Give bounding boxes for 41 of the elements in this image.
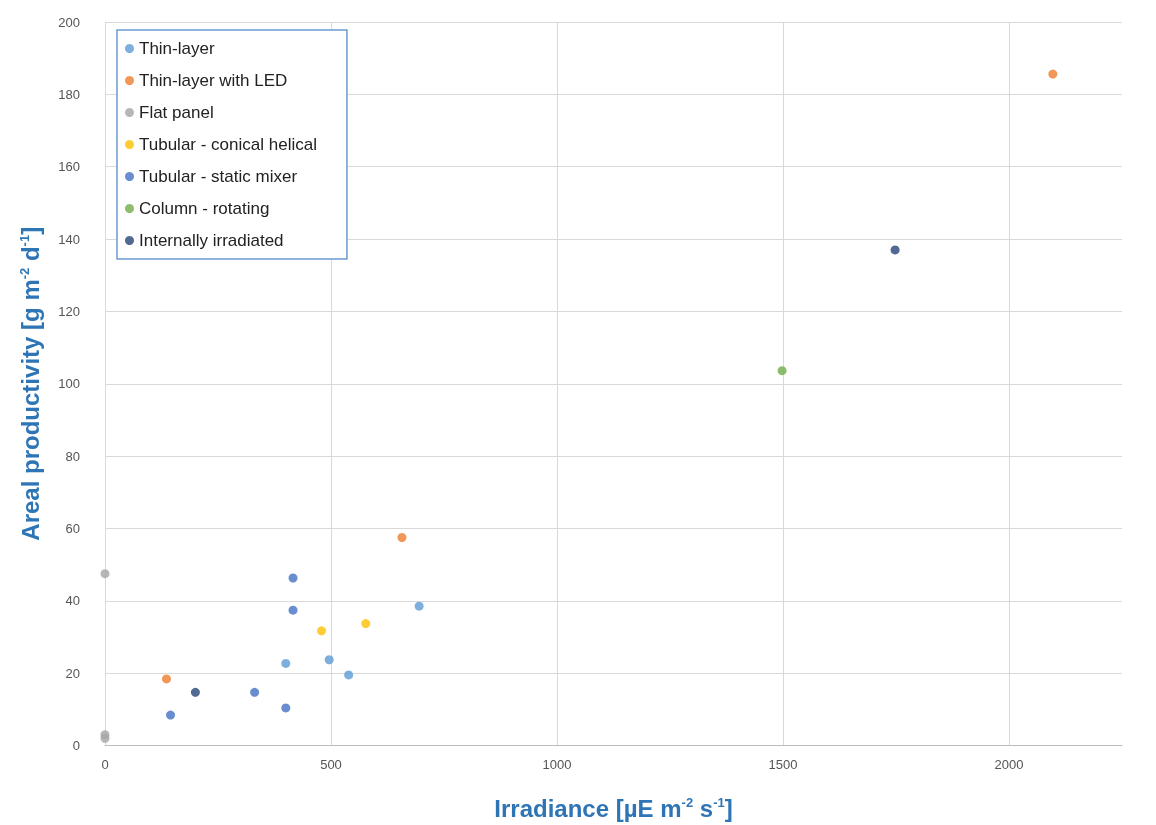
point	[161, 674, 171, 684]
y-tick-label: 140	[58, 231, 80, 247]
point	[777, 366, 787, 376]
legend-label: Thin-layer with LED	[139, 71, 288, 90]
y-tick-label: 160	[58, 159, 80, 175]
legend-label: Thin-layer	[139, 39, 215, 58]
y-tick-label: 80	[65, 448, 80, 464]
y-tick-label: 100	[58, 376, 80, 392]
point	[317, 626, 327, 636]
point	[324, 655, 334, 665]
y-tick-label: 0	[72, 738, 80, 753]
legend-label: Internally irradiated	[139, 231, 284, 250]
y-tick-label: 40	[65, 593, 80, 609]
point	[890, 245, 900, 255]
y-tick-label: 120	[58, 303, 80, 319]
point	[281, 703, 291, 713]
y-tick-label: 20	[65, 665, 80, 681]
point	[250, 687, 260, 697]
legend-label: Flat panel	[139, 103, 214, 122]
point	[288, 573, 298, 583]
legend-label: Tubular - static mixer	[139, 167, 298, 186]
x-tick-label: 2000	[994, 756, 1024, 772]
point	[288, 605, 298, 615]
legend-label: Tubular - conical helical	[139, 135, 317, 154]
y-tick-label: 180	[58, 86, 80, 102]
x-tick-label: 0	[101, 756, 109, 772]
x-tick-label: 1000	[542, 756, 572, 772]
point	[100, 569, 110, 579]
y-tick-label: 200	[58, 14, 80, 30]
point	[397, 533, 407, 542]
legend-label: Column - rotating	[139, 199, 270, 218]
point	[414, 601, 424, 611]
x-tick-label: 500	[320, 756, 342, 772]
point	[281, 658, 291, 668]
point	[1048, 69, 1058, 79]
x-tick-label: 1500	[768, 756, 798, 772]
y-tick-label: 60	[65, 520, 80, 536]
point	[190, 687, 200, 697]
point	[344, 670, 354, 680]
point	[166, 710, 176, 720]
point	[361, 619, 371, 629]
